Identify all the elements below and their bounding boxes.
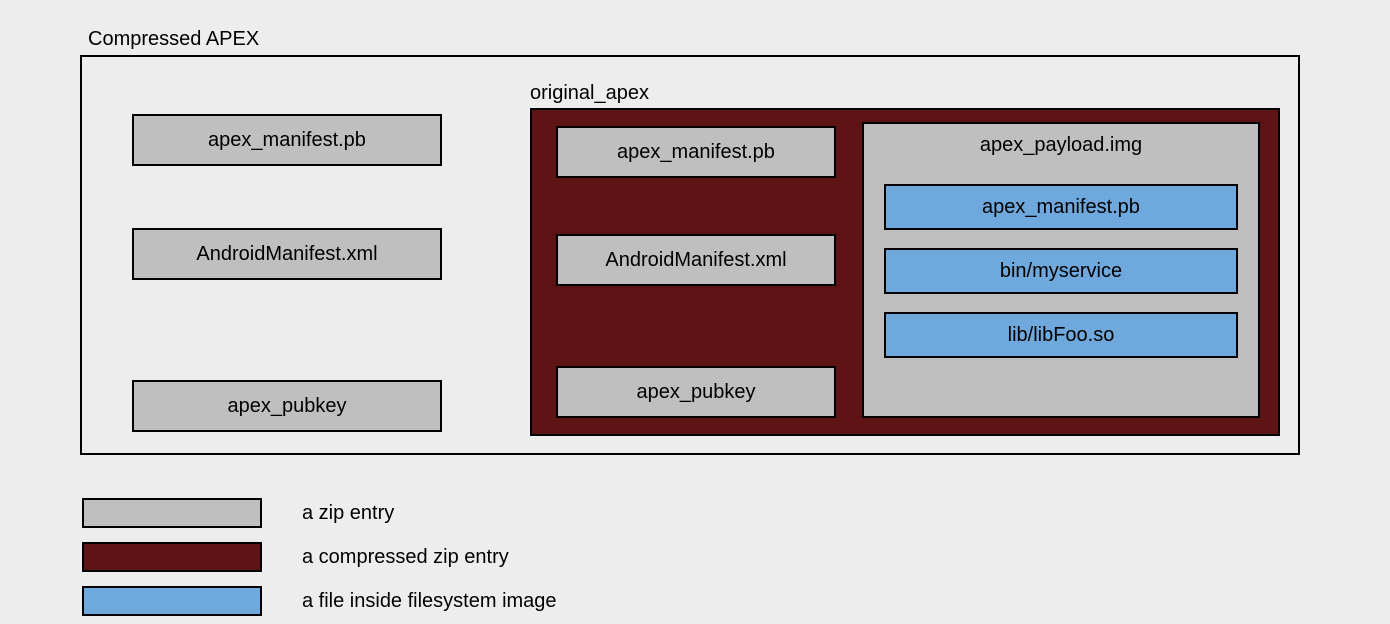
zip-entry-label: AndroidManifest.xml [196, 243, 377, 266]
file-entry-label: lib/libFoo.so [1008, 324, 1115, 347]
file-entry-label: apex_manifest.pb [982, 196, 1140, 219]
zip-entry-label: apex_manifest.pb [208, 129, 366, 152]
inner-zip-apex-manifest: apex_manifest.pb [556, 126, 836, 178]
inner-zip-apex-pubkey: apex_pubkey [556, 366, 836, 418]
zip-entry-apex-pubkey: apex_pubkey [132, 380, 442, 432]
apex-payload-title: apex_payload.img [864, 124, 1258, 157]
zip-entry-label: apex_pubkey [228, 395, 347, 418]
zip-entry-label: apex_manifest.pb [617, 141, 775, 164]
inner-zip-android-manifest: AndroidManifest.xml [556, 234, 836, 286]
zip-entry-apex-manifest: apex_manifest.pb [132, 114, 442, 166]
legend-label-compressed: a compressed zip entry [302, 546, 509, 569]
legend-swatch-compressed [82, 542, 262, 572]
diagram-title: Compressed APEX [88, 28, 259, 51]
file-entry-bin-myservice: bin/myservice [884, 248, 1238, 294]
legend-swatch-zip [82, 498, 262, 528]
legend-label-file: a file inside filesystem image [302, 590, 557, 613]
original-apex-label: original_apex [530, 82, 649, 105]
legend-label-zip: a zip entry [302, 502, 394, 525]
legend-swatch-file [82, 586, 262, 616]
file-entry-label: bin/myservice [1000, 260, 1122, 283]
zip-entry-label: apex_pubkey [637, 381, 756, 404]
file-entry-apex-manifest: apex_manifest.pb [884, 184, 1238, 230]
zip-entry-android-manifest: AndroidManifest.xml [132, 228, 442, 280]
zip-entry-label: AndroidManifest.xml [605, 249, 786, 272]
file-entry-lib-libfoo: lib/libFoo.so [884, 312, 1238, 358]
